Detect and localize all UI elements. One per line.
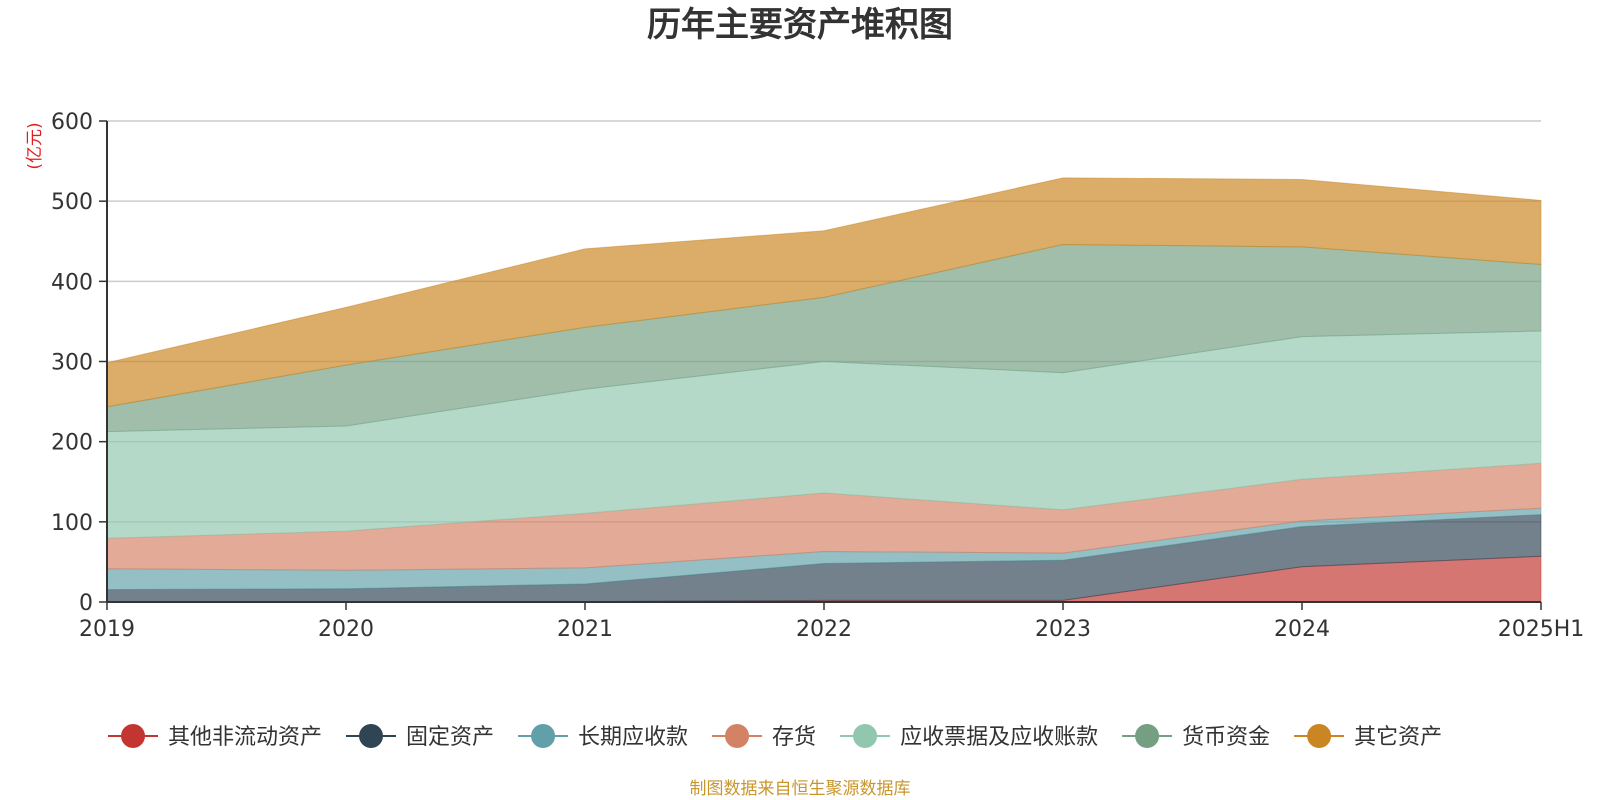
legend: 其他非流动资产 固定资产 长期应收款 存货 应收票据及应收账款 货币资金 其它资产 xyxy=(108,724,1442,750)
chart-title: 历年主要资产堆积图 xyxy=(647,5,953,45)
legend-label: 其他非流动资产 xyxy=(168,725,322,750)
legend-label: 存货 xyxy=(772,725,816,750)
legend-marker xyxy=(725,724,750,748)
legend-item-4[interactable]: 存货 xyxy=(712,724,816,750)
x-tick-label: 2020 xyxy=(318,617,374,642)
y-axis-unit-label: (亿元) xyxy=(25,122,45,169)
y-tick-label: 300 xyxy=(51,351,93,376)
legend-item-7[interactable]: 其它资产 xyxy=(1294,724,1442,750)
axes: 0 100 200 300 400 500 600 2019 2020 2021 2022 2023 2… xyxy=(51,110,1584,642)
legend-label: 应收票据及应收账款 xyxy=(900,725,1098,750)
x-tick-label: 2019 xyxy=(79,617,135,642)
y-tick-label: 500 xyxy=(51,190,93,215)
legend-marker xyxy=(531,724,556,748)
x-tick-label: 2022 xyxy=(796,617,852,642)
legend-label: 长期应收款 xyxy=(578,725,688,750)
legend-marker xyxy=(1307,724,1332,748)
legend-marker xyxy=(359,724,384,748)
x-tick-label: 2023 xyxy=(1035,617,1091,642)
x-tick-label: 2025H1 xyxy=(1498,617,1585,642)
legend-item-6[interactable]: 货币资金 xyxy=(1122,724,1270,750)
area-series xyxy=(106,177,1542,603)
y-tick-label: 200 xyxy=(51,431,93,456)
legend-item-3[interactable]: 长期应收款 xyxy=(518,724,688,750)
legend-marker xyxy=(1135,724,1160,748)
legend-marker xyxy=(853,724,878,748)
x-tick-label: 2024 xyxy=(1274,617,1330,642)
y-tick-label: 100 xyxy=(51,511,93,536)
legend-label: 其它资产 xyxy=(1354,725,1442,750)
data-source-footer: 制图数据来自恒生聚源数据库 xyxy=(689,779,911,799)
y-tick-label: 600 xyxy=(51,110,93,135)
legend-marker xyxy=(121,724,145,748)
area-series-7[interactable] xyxy=(106,177,1542,408)
y-tick-label: 0 xyxy=(79,591,93,616)
legend-label: 货币资金 xyxy=(1182,725,1270,750)
legend-item-5[interactable]: 应收票据及应收账款 xyxy=(840,724,1098,750)
y-tick-label: 400 xyxy=(51,270,93,295)
x-tick-label: 2021 xyxy=(557,617,613,642)
legend-label: 固定资产 xyxy=(406,725,494,750)
legend-item-2[interactable]: 固定资产 xyxy=(346,724,494,750)
legend-item-1[interactable]: 其他非流动资产 xyxy=(108,724,322,750)
